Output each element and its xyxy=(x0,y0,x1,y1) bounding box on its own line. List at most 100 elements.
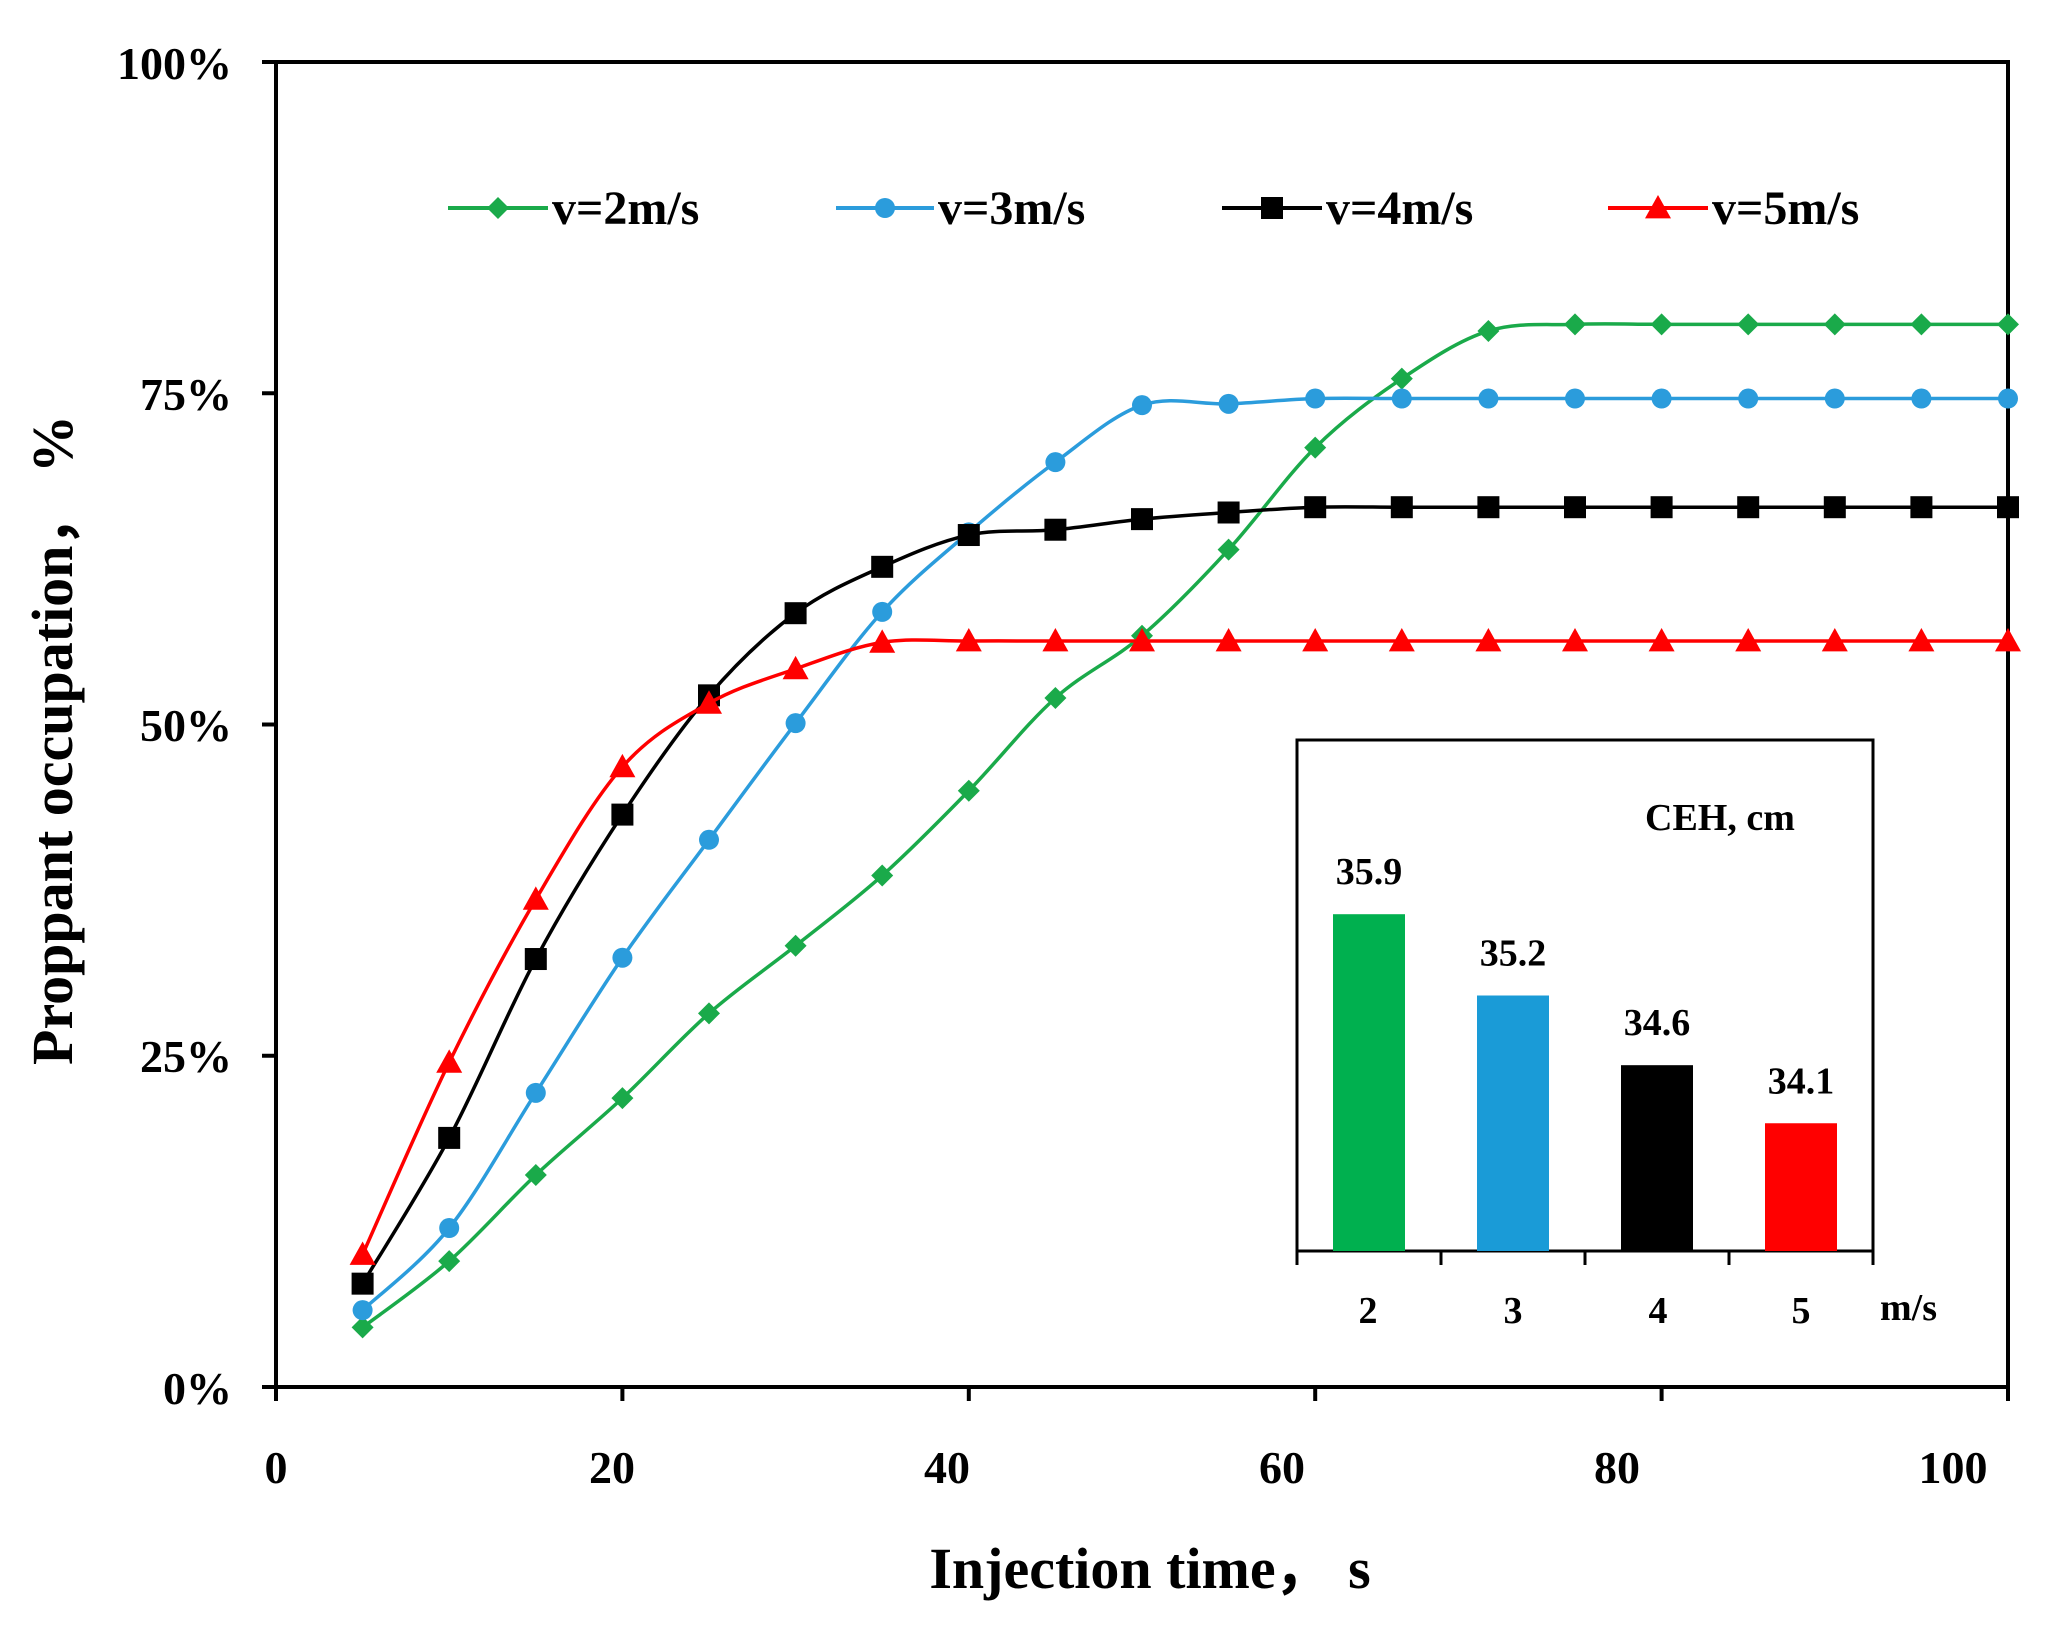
data-point-circle xyxy=(1738,388,1759,409)
data-point-triangle xyxy=(696,690,722,714)
data-point-circle xyxy=(1045,452,1066,473)
inset-bar xyxy=(1621,1065,1693,1251)
data-point-circle xyxy=(1391,388,1412,409)
data-point-square xyxy=(611,803,634,826)
legend-label: v=2m/s xyxy=(552,182,699,235)
legend-marker-square xyxy=(1261,197,1283,219)
legend-marker-diamond xyxy=(487,197,509,219)
data-point-square xyxy=(1910,496,1933,519)
x-tick-label: 40 xyxy=(924,1442,970,1493)
data-point-circle xyxy=(1132,395,1152,416)
inset-category-label: 3 xyxy=(1504,1290,1523,1332)
data-point-square xyxy=(1823,496,1846,519)
inset-bar-chart: 35.9 35.2 34.6 34.1 2 3 4 5 m/s CEH, cm xyxy=(1295,738,1937,1332)
y-tick-label: 25% xyxy=(140,1031,232,1082)
data-point-diamond xyxy=(1737,313,1760,336)
data-point-diamond xyxy=(698,1002,720,1025)
legend-label: v=5m/s xyxy=(1712,182,1859,235)
data-point-triangle xyxy=(1302,628,1329,652)
data-point-diamond xyxy=(438,1250,461,1273)
inset-value-label: 34.1 xyxy=(1768,1060,1835,1102)
inset-x-unit: m/s xyxy=(1880,1287,1937,1329)
data-point-diamond xyxy=(784,934,807,957)
inset-value-label: 35.2 xyxy=(1480,933,1547,975)
y-tick-label: 0% xyxy=(163,1363,232,1414)
inset-category-label: 2 xyxy=(1359,1290,1378,1332)
data-point-diamond xyxy=(1564,313,1586,336)
legend-item-v4: v=4m/s xyxy=(1222,182,1473,235)
data-point-square xyxy=(1217,501,1240,524)
series-v=5m/s xyxy=(349,628,2021,1265)
data-point-circle xyxy=(1998,388,2018,409)
data-point-square xyxy=(1737,496,1760,519)
data-point-triangle xyxy=(1821,628,1848,652)
data-point-square xyxy=(438,1126,461,1149)
data-point-square xyxy=(1044,518,1067,541)
series-v=3m/s xyxy=(352,388,2018,1321)
data-point-diamond xyxy=(1910,313,1933,336)
data-point-circle xyxy=(1651,388,1672,409)
inset-value-label: 34.6 xyxy=(1624,1002,1691,1044)
data-point-square xyxy=(1390,496,1413,519)
data-point-square xyxy=(524,948,547,971)
data-point-diamond xyxy=(1997,313,2019,336)
legend-marker-glyph xyxy=(1261,197,1283,219)
data-point-triangle xyxy=(869,629,896,653)
legend-marker-glyph xyxy=(1645,195,1671,219)
data-point-diamond xyxy=(1477,319,1500,342)
legend-marker-triangle xyxy=(1645,195,1671,219)
data-point-circle xyxy=(525,1082,546,1103)
data-point-triangle xyxy=(436,1049,463,1073)
data-point-circle xyxy=(1911,388,1932,409)
data-point-triangle xyxy=(609,753,636,778)
data-point-square xyxy=(1564,496,1586,519)
inset-bar xyxy=(1333,914,1405,1251)
legend-label: v=3m/s xyxy=(938,182,1085,235)
data-point-triangle xyxy=(1908,628,1935,652)
data-point-square xyxy=(1304,496,1327,519)
legend-marker-circle xyxy=(875,198,895,218)
data-point-triangle xyxy=(955,628,982,652)
inset-category-label: 5 xyxy=(1792,1290,1811,1332)
data-point-square xyxy=(1650,496,1673,519)
inset-bars: 35.9 35.2 34.6 34.1 xyxy=(1333,851,1837,1251)
x-tick-label: 60 xyxy=(1259,1442,1305,1493)
data-point-circle xyxy=(1478,388,1499,409)
data-point-circle xyxy=(1305,388,1326,409)
data-point-diamond xyxy=(1823,313,1846,336)
legend-marker-glyph xyxy=(875,198,895,218)
inset-title: CEH, cm xyxy=(1645,797,1795,839)
data-point-diamond xyxy=(1217,538,1240,561)
data-point-diamond xyxy=(351,1316,374,1339)
x-tick-label: 80 xyxy=(1594,1442,1640,1493)
data-point-circle xyxy=(1565,388,1585,409)
data-point-triangle xyxy=(1388,628,1415,652)
data-point-triangle xyxy=(782,655,809,680)
data-point-circle xyxy=(439,1218,460,1238)
inset-bar xyxy=(1477,995,1549,1251)
data-point-circle xyxy=(612,947,633,968)
data-point-diamond xyxy=(871,864,894,887)
data-point-triangle xyxy=(1475,628,1502,652)
data-point-diamond xyxy=(524,1164,547,1186)
y-axis-title: Proppant occupation， % xyxy=(20,415,85,1065)
data-point-triangle xyxy=(1042,628,1069,652)
data-point-triangle xyxy=(1995,628,2021,652)
data-point-square xyxy=(1997,496,2019,519)
data-point-circle xyxy=(785,713,806,734)
x-tick-label: 20 xyxy=(589,1442,635,1493)
inset-category-label: 4 xyxy=(1649,1290,1668,1332)
axis-ticks xyxy=(262,60,2010,1401)
data-point-circle xyxy=(872,601,893,622)
data-point-circle xyxy=(352,1300,373,1321)
y-tick-label: 50% xyxy=(140,700,232,751)
series-v=2m/s xyxy=(351,313,2019,1339)
legend-label: v=4m/s xyxy=(1326,182,1473,235)
data-point-triangle xyxy=(1735,628,1762,652)
legend-item-v2: v=2m/s xyxy=(448,182,699,235)
legend-item-v5: v=5m/s xyxy=(1608,182,1859,235)
data-point-square xyxy=(871,555,894,578)
data-point-diamond xyxy=(1304,436,1327,459)
data-point-square xyxy=(351,1272,374,1295)
data-point-triangle xyxy=(1215,628,1242,652)
